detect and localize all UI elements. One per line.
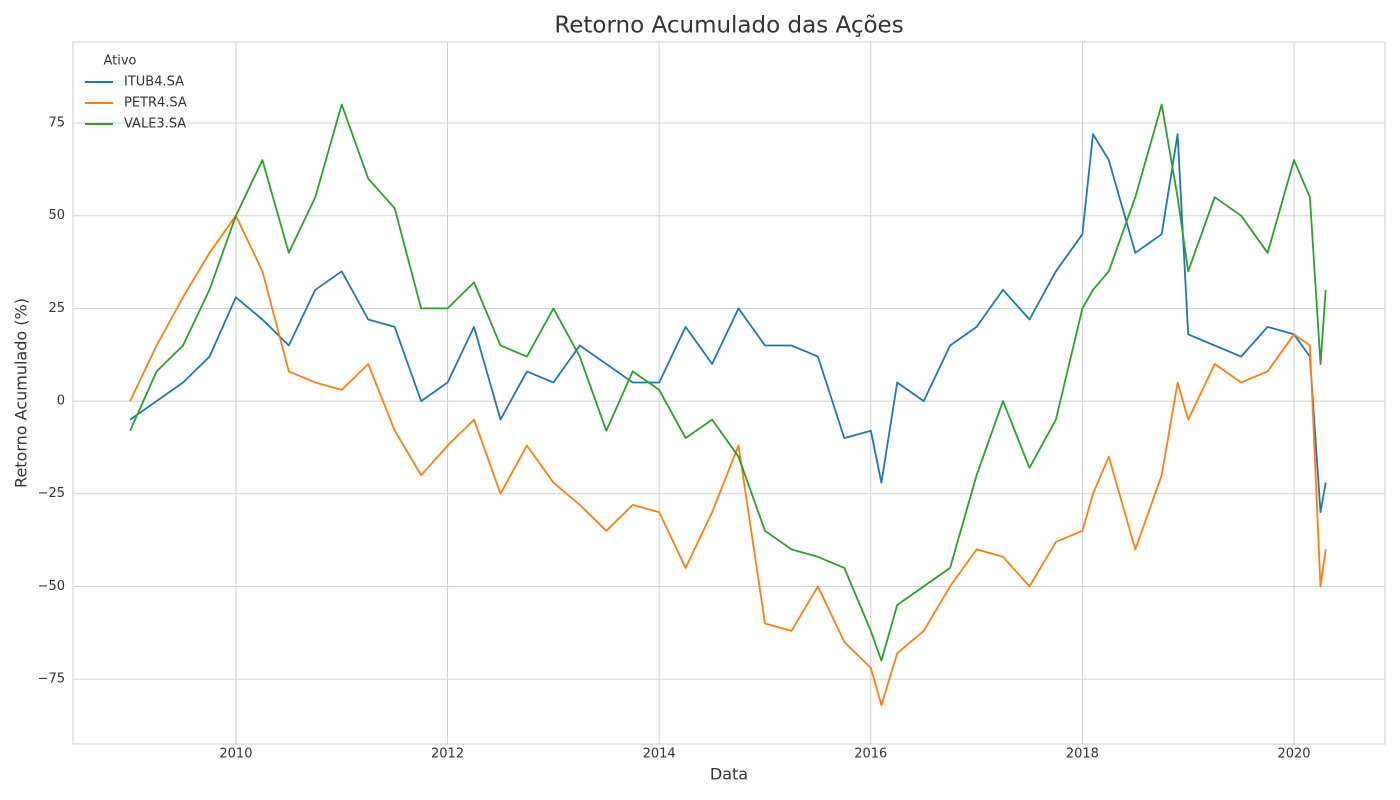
- series-line: [129, 133, 1327, 514]
- x-tick-label: 2010: [219, 747, 252, 762]
- series-line: [129, 214, 1327, 706]
- legend-label: ITUB4.SA: [124, 75, 184, 90]
- x-tick-label: 2020: [1277, 747, 1310, 762]
- y-tick-label: 25: [48, 301, 65, 316]
- x-tick-label: 2012: [431, 747, 464, 762]
- series-line: [129, 103, 1327, 662]
- x-tick-label: 2016: [854, 747, 887, 762]
- x-tick-label: 2014: [643, 747, 676, 762]
- legend-title: Ativo: [103, 54, 136, 69]
- chart-title: Retorno Acumulado das Ações: [554, 13, 903, 39]
- y-tick-label: −50: [38, 579, 65, 594]
- x-axis-label: Data: [710, 765, 748, 784]
- plot-frame: [72, 41, 1386, 745]
- legend-label: PETR4.SA: [124, 96, 187, 111]
- x-tick-label: 2018: [1066, 747, 1099, 762]
- y-tick-label: 50: [48, 208, 65, 223]
- legend-label: VALE3.SA: [124, 117, 186, 132]
- y-axis-label: Retorno Acumulado (%): [12, 298, 31, 488]
- y-tick-label: 75: [48, 116, 65, 131]
- y-tick-label: 0: [57, 394, 65, 409]
- y-tick-label: −25: [38, 486, 65, 501]
- y-tick-label: −75: [38, 672, 65, 687]
